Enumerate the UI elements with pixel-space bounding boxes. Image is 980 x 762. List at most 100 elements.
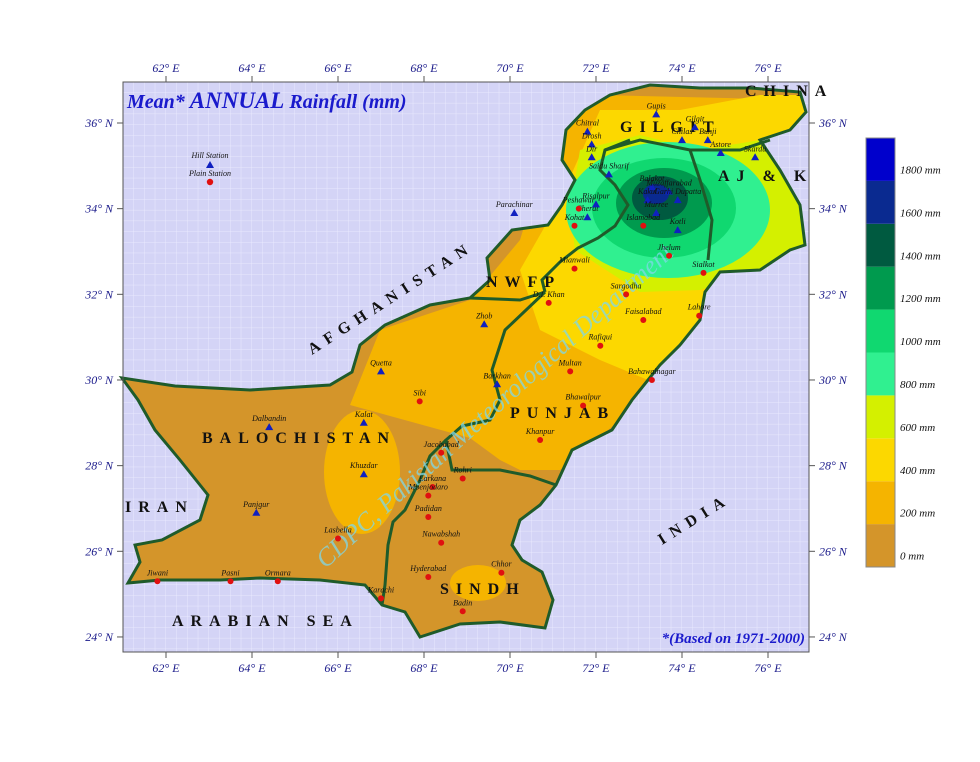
x-tick-label: 72° E [582,61,610,75]
plain-station [378,595,384,602]
hill-station [703,136,712,144]
station-label: Quetta [370,358,392,367]
title-emphasis: ANNUAL [188,88,285,113]
station-label: Larkana [418,474,446,483]
y-tick-label: 28° N [85,459,114,473]
station-label: Gilgit [686,114,705,123]
plain-station [580,402,587,409]
y-tick-label: 30° N [818,373,848,387]
legend-label: 1000 mm [900,336,941,348]
province-borders [380,138,771,606]
plain-station [425,514,432,521]
legend-label: 800 mm [900,379,935,391]
station-label: Khuzdar [349,461,378,470]
plain-station [640,222,647,229]
station-label: Barkhan [483,371,511,380]
station-label: Balakot [639,174,665,183]
station-label: Kalat [354,410,374,419]
station-label: Bunji [699,127,716,136]
hill-station [587,140,596,148]
province-border [469,290,546,302]
region-label: BALOCHISTAN [202,430,396,447]
hill-key-label: Hill Station [190,151,228,160]
y-tick-label: 26° N [819,544,848,558]
hill-station [673,196,682,204]
plain-station [498,569,505,576]
x-tick-label: 62° E [152,61,180,75]
station-label: Dalbandin [251,414,286,423]
legend-label: 1800 mm [900,164,941,176]
station-label: Padidan [414,504,442,513]
station-label: Drosh [581,131,602,140]
station-label: Pasni [220,568,239,577]
hill-station [583,213,592,221]
station-label: D.I. Khan [532,290,565,299]
region-label: AJ & K [718,168,813,185]
station-key: Hill Station Plain Station [188,151,231,186]
station-label: Rafiqui [588,333,613,342]
hill-station [665,187,674,195]
legend-label: 1600 mm [900,207,941,219]
y-tick-label: 34° N [84,202,114,216]
plain-station [623,291,630,298]
x-tick-label: 74° E [668,61,696,75]
legend-swatch [866,266,895,310]
x-tick-label: 76° E [754,661,782,675]
station-label: Kotli [669,217,686,226]
x-tick-label: 64° E [238,61,266,75]
hill-station [510,208,519,216]
plain-station [335,535,341,542]
hill-station [673,226,682,234]
province-border [444,290,557,487]
hill-station [252,508,261,516]
plain-station [648,376,655,383]
station-label: Zhob [476,311,492,320]
y-tick-label: 24° N [819,630,848,644]
plain-station [597,342,604,349]
station-label: Multan [558,358,582,367]
station-label: Sialkot [692,260,715,269]
plain-station [700,269,707,276]
y-tick-label: 24° N [85,630,114,644]
station-label: Panjgur [242,500,270,509]
station-label: Jacobabad [424,440,460,449]
x-tick-label: 70° E [496,61,524,75]
station-label: Bhawalpur [565,393,601,402]
station-label: Cherat [576,204,599,213]
x-tick-label: 68° E [410,61,438,75]
station-label: Gupis [647,101,666,110]
plain-key-symbol [206,178,214,186]
legend-label: 200 mm [900,508,935,520]
plain-station [571,222,578,229]
hill-station [751,153,760,161]
station-label: Faisalabad [624,307,662,316]
station-label: Skardu [744,144,766,153]
x-tick-label: 66° E [324,661,352,675]
station-label: Kakul [637,187,658,196]
x-tick-label: 76° E [754,61,782,75]
legend-label: 1200 mm [900,293,941,305]
region-label: PUNJAB [510,405,615,422]
hill-station [690,123,699,131]
y-tick-label: 32° N [84,287,114,301]
hill-station [647,183,656,191]
legend-swatch [866,309,895,353]
station-label: Karachi [367,585,394,594]
legend-swatch [866,138,895,181]
station-label: Lasbella [323,525,352,534]
province-border [540,138,631,293]
y-tick-label: 34° N [818,202,848,216]
zone-200 [450,565,506,601]
station-label: Nawabshah [421,530,460,539]
region-label: IRAN [125,499,194,516]
legend-label: 1400 mm [900,250,941,262]
plain-station [429,484,436,491]
x-tick-label: 74° E [668,661,696,675]
station-label: Saidu Sharif [589,161,631,170]
station-label: Sargodha [611,281,642,290]
station-label: Astore [709,140,731,149]
plain-station [545,299,552,306]
axes: 62° E 62° E 64° E 64° E 66° E 66° E 68° E 68° E… [84,61,848,675]
legend-swatch [866,352,895,396]
station-label: Risalpur [581,191,610,200]
